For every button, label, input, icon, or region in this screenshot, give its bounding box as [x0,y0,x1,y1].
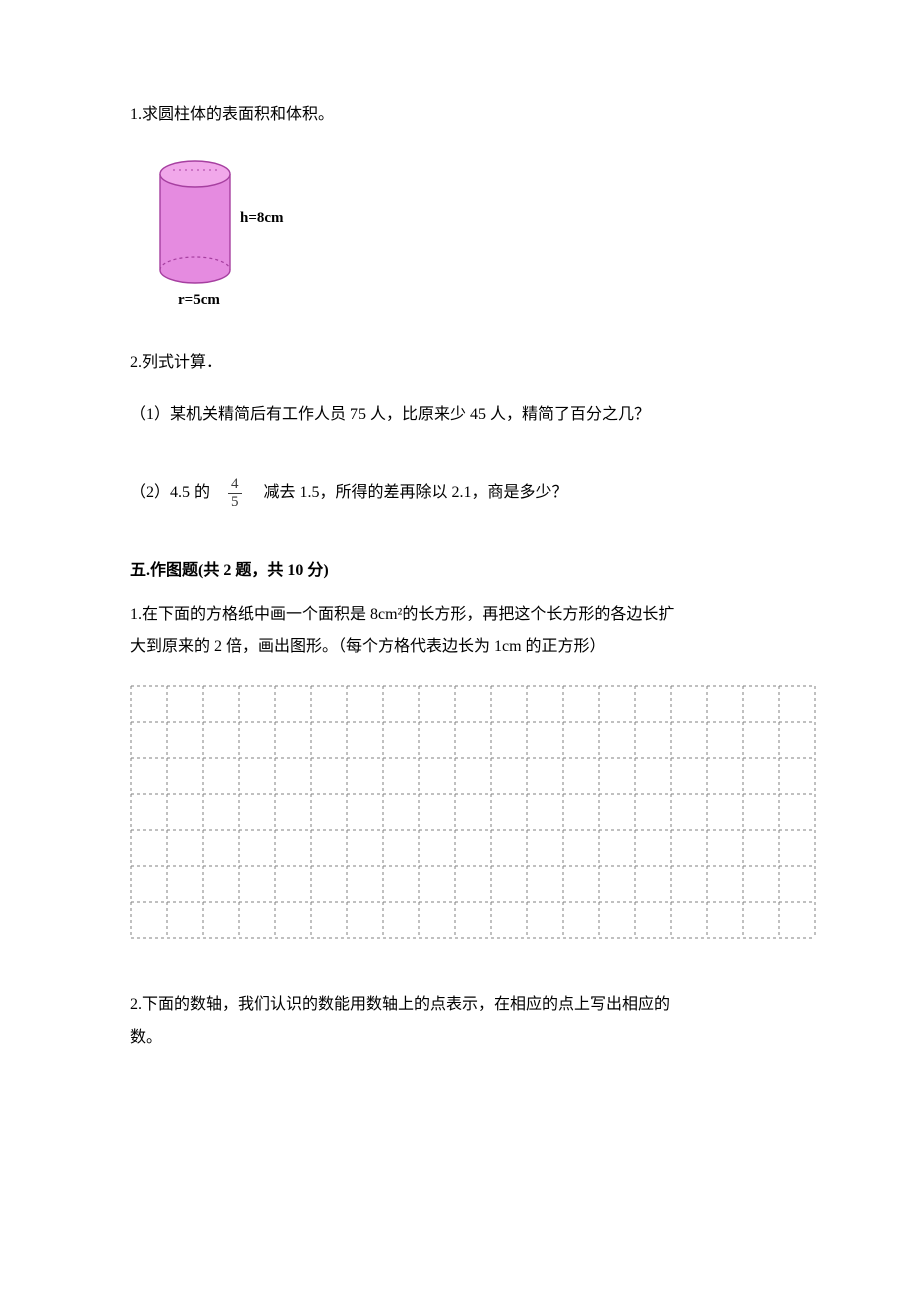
grid-figure [130,685,800,950]
q2-p2a: （2）4.5 的 [130,484,210,501]
cylinder-figure: h=8cm r=5cm [140,152,800,323]
cylinder-svg: h=8cm r=5cm [140,152,310,312]
s5-q2-line2: 数。 [130,1023,800,1053]
q1-text: 1.求圆柱体的表面积和体积。 [130,100,800,130]
cyl-r-label: r=5cm [178,292,220,308]
s5-q2-line1: 2.下面的数轴，我们认识的数能用数轴上的点表示，在相应的点上写出相应的 [130,990,800,1020]
s5-q1-line1: 1.在下面的方格纸中画一个面积是 8cm²的长方形，再把这个长方形的各边长扩 [130,600,800,630]
q2-p2b: 减去 1.5，所得的差再除以 2.1，商是多少？ [264,484,568,501]
s5-q1-line2: 大到原来的 2 倍，画出图形。（每个方格代表边长为 1cm 的正方形） [130,632,800,662]
q2-heading: 2.列式计算． [130,348,800,378]
q2-fraction: 4 5 [228,477,242,510]
frac-den: 5 [228,493,242,510]
section5-heading: 五.作图题(共 2 题，共 10 分) [130,556,800,586]
grid-svg [130,685,816,939]
cyl-h-label: h=8cm [240,210,284,226]
q2-p1: （1）某机关精简后有工作人员 75 人，比原来少 45 人，精简了百分之几？ [130,400,800,430]
frac-num: 4 [228,477,242,493]
q2-p2: （2）4.5 的 4 5 减去 1.5，所得的差再除以 2.1，商是多少？ [130,477,800,510]
